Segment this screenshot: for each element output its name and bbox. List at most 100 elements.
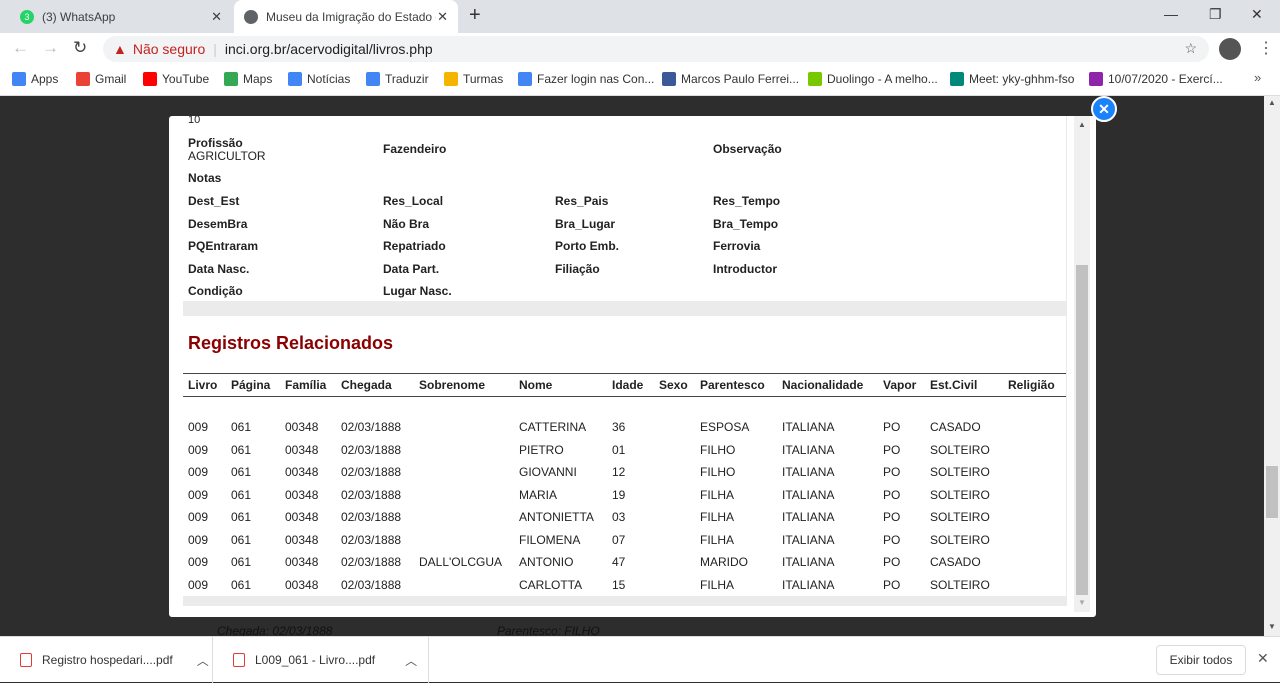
table-cell: 061 (231, 577, 252, 592)
scroll-down-icon[interactable]: ▼ (1268, 622, 1276, 631)
show-all-button[interactable]: Exibir todos (1156, 645, 1246, 675)
bookmark-icon (12, 72, 26, 86)
table-cell: 009 (188, 510, 209, 524)
tab-museu[interactable]: Museu da Imigração do Estado d ✕ (234, 0, 458, 33)
bookmark-item[interactable]: Traduzir (366, 72, 429, 86)
bookmark-item[interactable]: Duolingo - A melho... (808, 72, 938, 86)
table-row[interactable]: 009 061 00348 02/03/1888 GIOVANNI 12 FILHO ITAL… (183, 465, 1066, 481)
close-tab-icon[interactable]: ✕ (211, 9, 222, 24)
column-header[interactable]: Página (231, 378, 271, 392)
bookmark-item[interactable]: Maps (224, 72, 272, 86)
bookmark-item[interactable]: Fazer login nas Con... (518, 72, 654, 86)
scroll-up-icon[interactable]: ▲ (1268, 98, 1276, 107)
field-label: Data Nasc. (188, 261, 250, 276)
bookmark-item[interactable]: Gmail (76, 72, 126, 86)
chevron-up-icon[interactable]: ︿ (196, 653, 209, 668)
table-cell: SOLTEIRO (930, 487, 990, 502)
table-row[interactable]: 009 061 00348 02/03/1888 CARLOTTA 15 FILHA ITAL… (183, 578, 1066, 594)
avatar[interactable] (1219, 38, 1241, 60)
scroll-thumb[interactable] (1076, 265, 1088, 595)
table-cell: ITALIANA (782, 510, 835, 524)
table-cell: 061 (231, 442, 252, 457)
column-header[interactable]: Livro (188, 378, 218, 392)
bookmark-item[interactable]: 10/07/2020 - Exercí... (1089, 72, 1223, 86)
bookmark-label: 10/07/2020 - Exercí... (1108, 72, 1223, 86)
column-header[interactable]: Idade (612, 378, 644, 392)
modal-scrollbar[interactable]: ▲ ▼ (1074, 116, 1090, 612)
table-cell: CASADO (930, 420, 981, 434)
bookmark-item[interactable]: Notícias (288, 72, 350, 86)
menu-icon[interactable]: ⋮ (1258, 40, 1274, 57)
divider (183, 396, 1066, 397)
table-row[interactable]: 009 061 00348 02/03/1888 DALL'OLCGUA ANTONIO 4… (183, 555, 1066, 571)
close-downloads-icon[interactable]: ✕ (1257, 650, 1269, 666)
field-label: Data Part. (383, 261, 440, 276)
bookmark-icon (1089, 72, 1103, 86)
column-header[interactable]: Nacionalidade (782, 378, 864, 392)
chevron-up-icon[interactable]: ︿ (405, 653, 418, 668)
address-bar[interactable]: ▲ Não seguro | inci.org.br/acervodigital… (103, 36, 1209, 62)
table-cell: GIOVANNI (519, 465, 577, 479)
download-item[interactable]: Registro hospedari....pdf ︿ (0, 637, 213, 683)
scroll-thumb[interactable] (1266, 466, 1278, 518)
page-scrollbar[interactable]: ▲ ▼ (1264, 96, 1280, 636)
column-header[interactable]: Sexo (659, 378, 688, 392)
column-header[interactable]: Família (285, 378, 327, 392)
close-tab-icon[interactable]: ✕ (437, 9, 448, 24)
field-label: Bra_Tempo (713, 216, 779, 231)
bookmark-item[interactable]: Turmas (444, 72, 503, 86)
table-cell: PO (883, 555, 901, 569)
table-cell: DALL'OLCGUA (419, 555, 502, 569)
column-header[interactable]: Sobrenome (419, 378, 486, 392)
table-cell: 36 (612, 420, 626, 434)
close-modal-button[interactable]: ✕ (1091, 96, 1117, 122)
table-cell: 00348 (285, 577, 319, 592)
table-row[interactable]: 009 061 00348 02/03/1888 MARIA 19 FILHA ITALIAN… (183, 488, 1066, 504)
column-header[interactable]: Est.Civil (930, 378, 978, 392)
minimize-button[interactable]: — (1164, 6, 1178, 22)
close-window-button[interactable]: ✕ (1251, 6, 1263, 22)
more-bookmarks-icon[interactable]: » (1254, 70, 1262, 85)
bookmark-item[interactable]: Marcos Paulo Ferrei... (662, 72, 799, 86)
scroll-down-icon[interactable]: ▼ (1078, 598, 1086, 607)
star-icon[interactable]: ☆ (1184, 40, 1197, 56)
download-item[interactable]: L009_061 - Livro....pdf ︿ (213, 637, 429, 683)
new-tab-button[interactable]: + (469, 4, 481, 26)
column-header[interactable]: Nome (519, 378, 553, 392)
table-row[interactable]: 009 061 00348 02/03/1888 ANTONIETTA 03 FILHA IT… (183, 510, 1066, 526)
table-row[interactable]: 009 061 00348 02/03/1888 PIETRO 01 FILHO ITALIA… (183, 443, 1066, 459)
table-cell: SOLTEIRO (930, 532, 990, 547)
table-cell: PO (883, 510, 901, 524)
column-header[interactable]: Chegada (341, 378, 392, 392)
restore-button[interactable]: ❐ (1209, 6, 1222, 22)
column-header[interactable]: Religião (1008, 378, 1055, 392)
column-header[interactable]: Parentesco (700, 378, 765, 392)
back-icon[interactable]: ← (12, 38, 29, 57)
bookmark-label: Notícias (307, 72, 351, 86)
bookmark-item[interactable]: Apps (12, 72, 58, 86)
divider: | (213, 41, 217, 57)
divider (183, 373, 1066, 374)
column-header[interactable]: Vapor (883, 378, 917, 392)
security-label[interactable]: Não seguro (132, 41, 206, 57)
tab-title: (3) WhatsApp (42, 9, 116, 24)
table-cell: 02/03/1888 (341, 510, 402, 524)
scroll-up-icon[interactable]: ▲ (1078, 120, 1086, 129)
table-cell: 02/03/1888 (341, 465, 402, 479)
table-cell: 03 (612, 510, 626, 524)
table-cell: 00348 (285, 465, 319, 479)
bookmark-item[interactable]: YouTube (143, 72, 209, 86)
forward-icon[interactable]: → (42, 38, 59, 57)
bookmark-icon (662, 72, 676, 86)
table-row[interactable]: 009 061 00348 02/03/1888 CATTERINA 36 ESPOSA IT… (183, 420, 1066, 436)
table-cell: 00348 (285, 510, 319, 524)
reload-icon[interactable]: ↻ (73, 38, 88, 57)
download-filename: L009_061 - Livro....pdf (255, 653, 376, 667)
tab-whatsapp[interactable]: 3 (3) WhatsApp ✕ (0, 0, 232, 33)
field-label: Filiação (555, 261, 600, 276)
bookmark-item[interactable]: Meet: yky-ghhm-fso (950, 72, 1074, 86)
table-cell: FILOMENA (519, 532, 581, 547)
table-cell: 00348 (285, 420, 319, 434)
table-row[interactable]: 009 061 00348 02/03/1888 FILOMENA 07 FILHA ITAL… (183, 533, 1066, 549)
url-text[interactable]: inci.org.br/acervodigital/livros.php (224, 41, 433, 57)
